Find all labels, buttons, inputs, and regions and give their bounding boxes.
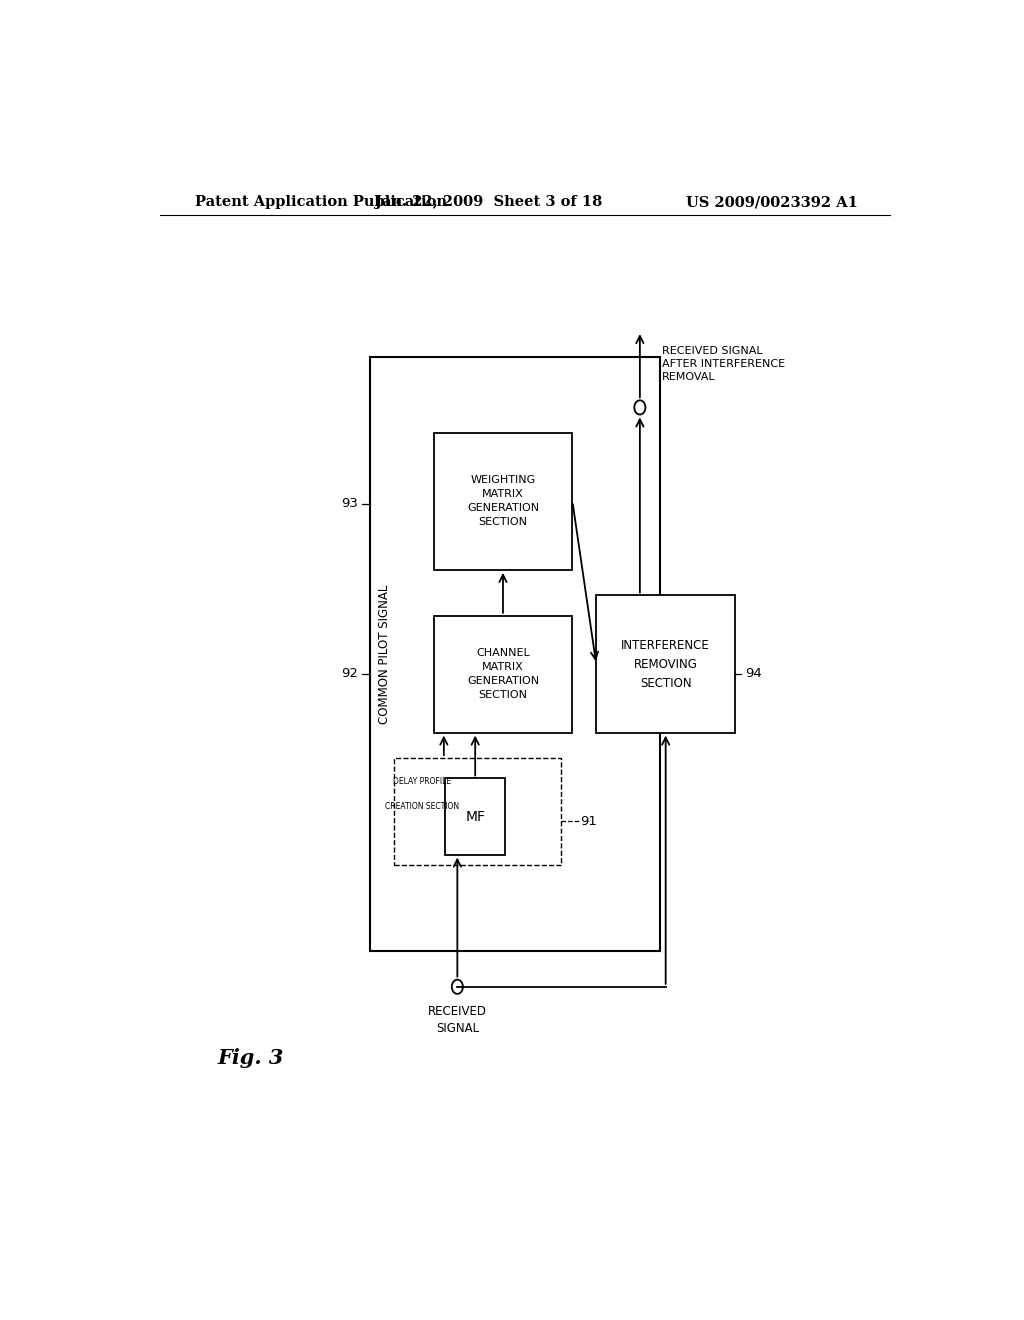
Text: WEIGHTING
MATRIX
GENERATION
SECTION: WEIGHTING MATRIX GENERATION SECTION [467,475,539,528]
FancyBboxPatch shape [445,779,505,854]
Text: CREATION SECTION: CREATION SECTION [385,801,459,810]
FancyBboxPatch shape [596,595,735,733]
Text: COMMON PILOT SIGNAL: COMMON PILOT SIGNAL [378,585,391,723]
FancyBboxPatch shape [433,615,572,733]
FancyBboxPatch shape [394,758,560,865]
FancyBboxPatch shape [370,356,659,952]
Text: CHANNEL
MATRIX
GENERATION
SECTION: CHANNEL MATRIX GENERATION SECTION [467,648,539,700]
Text: MF: MF [465,809,485,824]
Text: Fig. 3: Fig. 3 [218,1048,285,1068]
Text: RECEIVED SIGNAL
AFTER INTERFERENCE
REMOVAL: RECEIVED SIGNAL AFTER INTERFERENCE REMOV… [663,346,785,381]
Text: DELAY PROFILE: DELAY PROFILE [392,777,451,785]
Text: 93: 93 [341,498,358,511]
Text: INTERFERENCE
REMOVING
SECTION: INTERFERENCE REMOVING SECTION [622,639,710,689]
Text: Patent Application Publication: Patent Application Publication [196,195,447,209]
Text: US 2009/0023392 A1: US 2009/0023392 A1 [686,195,858,209]
Text: RECEIVED
SIGNAL: RECEIVED SIGNAL [428,1005,486,1035]
Text: 94: 94 [745,667,762,680]
Text: Jan. 22, 2009  Sheet 3 of 18: Jan. 22, 2009 Sheet 3 of 18 [376,195,603,209]
Text: 92: 92 [341,667,358,680]
FancyBboxPatch shape [433,433,572,570]
Text: 91: 91 [581,814,597,828]
